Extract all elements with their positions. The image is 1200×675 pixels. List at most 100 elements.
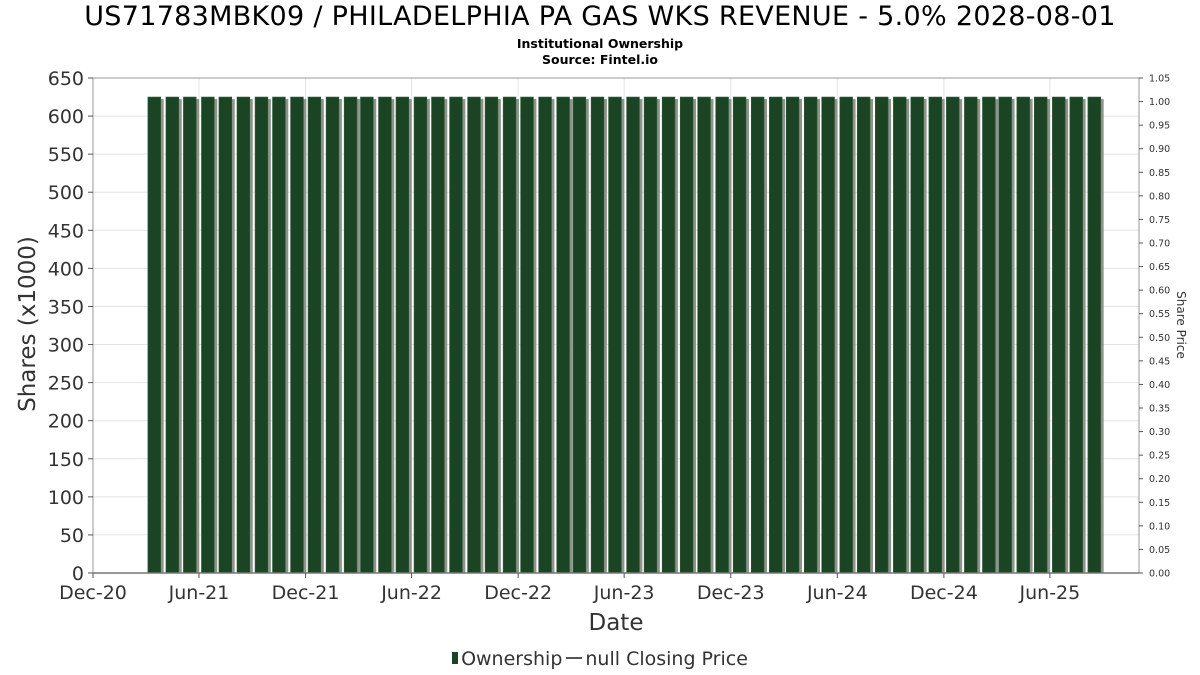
ownership-bar xyxy=(165,96,180,574)
ownership-bar xyxy=(803,96,818,574)
y-axis-label: Shares (x1000) xyxy=(15,236,41,412)
x-axis-label: Date xyxy=(589,610,644,636)
ownership-bar xyxy=(964,96,978,574)
ownership-bar xyxy=(626,96,640,574)
y2-tick-label: 0.45 xyxy=(1149,356,1170,367)
ownership-bar xyxy=(378,96,392,574)
chart-title: US71783MBK09 / PHILADELPHIA PA GAS WKS R… xyxy=(84,1,1116,32)
axes: 0 50 100 150 200 250 300 350 400 450 500 550 600 650 0… xyxy=(48,68,1170,604)
y2-tick-label: 0.85 xyxy=(1149,168,1170,179)
ownership-bar xyxy=(608,96,622,574)
y-tick-label: 350 xyxy=(48,296,84,318)
ownership-bar xyxy=(661,96,676,574)
y2-tick-label: 0.95 xyxy=(1149,121,1170,132)
ownership-bar xyxy=(856,96,871,574)
x-tick-label: Dec-21 xyxy=(272,582,340,604)
ownership-bar xyxy=(839,96,853,574)
legend: Ownership null Closing Price xyxy=(0,648,1200,670)
ownership-bar xyxy=(395,96,410,574)
y2-tick-label: 0.75 xyxy=(1149,215,1170,226)
ownership-bar xyxy=(431,96,445,574)
x-tick-label: Dec-24 xyxy=(910,582,978,604)
ownership-bar xyxy=(467,96,481,574)
y2-tick-label: 0.60 xyxy=(1149,286,1170,297)
ownership-bar xyxy=(998,96,1012,574)
y-tick-label: 200 xyxy=(48,411,84,433)
ownership-bar xyxy=(449,96,463,574)
legend-closing-price-label: null Closing Price xyxy=(585,648,748,670)
ownership-bar xyxy=(679,96,694,574)
y2-tick-label: 0.25 xyxy=(1149,451,1170,462)
ownership-bar xyxy=(750,96,765,574)
y-tick-label: 600 xyxy=(48,106,84,128)
y2-tick-label: 0.10 xyxy=(1149,521,1170,532)
y-tick-label: 250 xyxy=(48,373,84,395)
y2-tick-label: 0.20 xyxy=(1149,474,1170,485)
ownership-bar xyxy=(520,96,534,574)
y2-tick-label: 0.05 xyxy=(1149,545,1170,556)
x-tick-label: Dec-20 xyxy=(59,582,127,604)
ownership-bar xyxy=(236,96,251,574)
y2-tick-label: 0.35 xyxy=(1149,404,1170,415)
ownership-bar xyxy=(946,96,960,574)
x-tick-label: Jun-24 xyxy=(806,582,868,604)
ownership-bar xyxy=(928,96,942,574)
y-tick-label: 500 xyxy=(48,182,84,204)
x-tick-label: Jun-21 xyxy=(168,582,230,604)
ownership-bar xyxy=(1016,96,1030,574)
ownership-bar xyxy=(697,96,711,574)
ownership-bar xyxy=(982,96,996,574)
y2-tick-label: 0.65 xyxy=(1149,262,1170,273)
ownership-bar xyxy=(643,96,658,574)
ownership-bar xyxy=(343,96,358,574)
ownership-bar xyxy=(307,96,322,574)
chart-subtitle: Institutional Ownership xyxy=(516,36,684,51)
ownership-bar xyxy=(218,96,233,574)
ownership-bar xyxy=(325,96,340,574)
ownership-bar xyxy=(785,96,800,574)
closing-price-legend-swatch xyxy=(566,656,583,659)
x-tick-label: Jun-25 xyxy=(1019,582,1081,604)
ownership-bar xyxy=(183,96,197,574)
y-tick-label: 0 xyxy=(72,563,84,585)
y2-tick-label: 1.00 xyxy=(1149,97,1170,108)
bar-series xyxy=(147,96,1104,574)
y-tick-label: 450 xyxy=(48,220,84,242)
ownership-bar xyxy=(715,96,729,574)
ownership-bar xyxy=(821,96,835,574)
y2-tick-label: 0.70 xyxy=(1149,239,1170,250)
ownership-bar xyxy=(502,96,517,574)
x-tick-label: Dec-23 xyxy=(697,582,765,604)
y-tick-label: 50 xyxy=(60,525,84,547)
ownership-bar xyxy=(732,96,747,574)
x-tick-label: Dec-22 xyxy=(484,582,552,604)
y-tick-label: 300 xyxy=(48,335,84,357)
y2-tick-label: 0.15 xyxy=(1149,498,1170,509)
chart-source: Source: Fintel.io xyxy=(542,52,658,67)
y2-tick-label: 0.40 xyxy=(1149,380,1170,391)
ownership-bar xyxy=(360,96,374,574)
ownership-bar xyxy=(413,96,428,574)
ownership-bar xyxy=(875,96,889,574)
ownership-legend-swatch xyxy=(452,651,459,664)
ownership-bar xyxy=(1034,96,1048,574)
ownership-bar xyxy=(769,96,783,574)
x-tick-label: Jun-22 xyxy=(380,582,442,604)
ownership-bar xyxy=(893,96,907,574)
y2-axis-label: Share Price xyxy=(1174,291,1188,359)
ownership-bar xyxy=(556,96,570,574)
y-tick-label: 550 xyxy=(48,144,84,166)
ownership-bar xyxy=(290,96,304,574)
y-tick-label: 150 xyxy=(48,449,84,471)
y-tick-label: 650 xyxy=(48,68,84,90)
ownership-bar xyxy=(254,96,269,574)
ownership-bar xyxy=(910,96,924,574)
plot-frame xyxy=(92,77,1140,574)
y2-tick-label: 0.55 xyxy=(1149,309,1170,320)
ownership-bar xyxy=(484,96,499,574)
y2-tick-label: 0.80 xyxy=(1149,191,1170,202)
ownership-bar xyxy=(201,96,215,574)
y2-tick-label: 1.05 xyxy=(1149,74,1170,85)
y-tick-label: 400 xyxy=(48,258,84,280)
